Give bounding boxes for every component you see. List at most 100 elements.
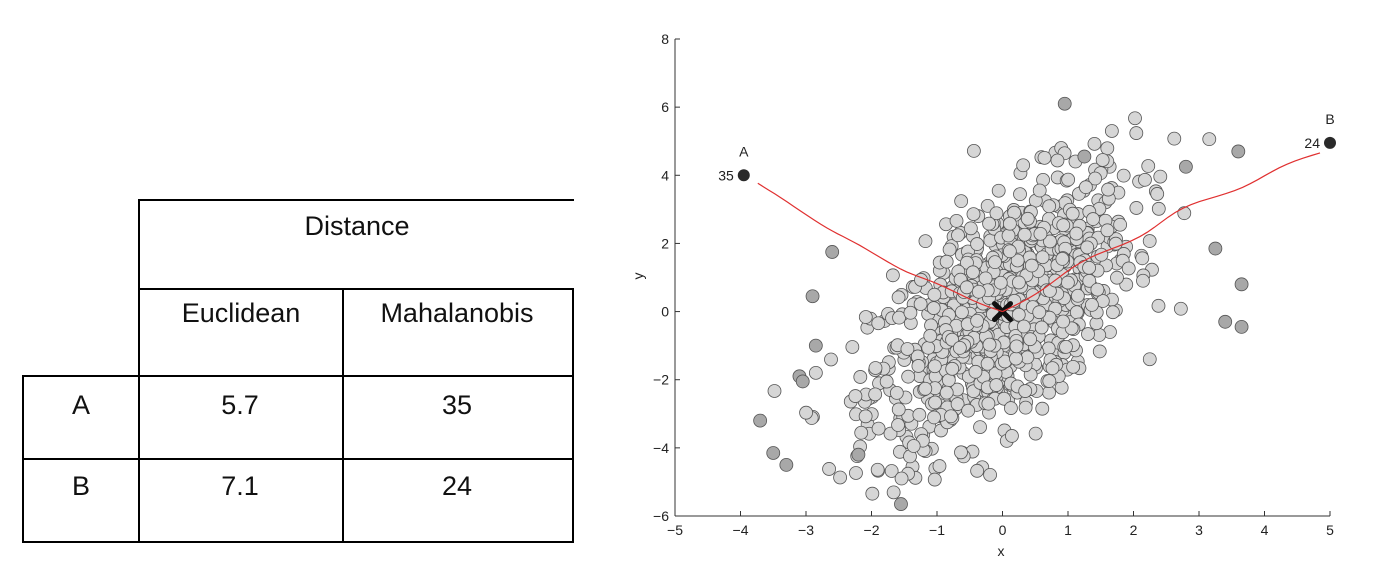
data-point [865, 486, 880, 501]
labeled-point-b [1324, 136, 1336, 149]
data-point [927, 287, 942, 302]
data-point [1080, 240, 1095, 255]
outlier-point [1208, 241, 1223, 256]
x-tick-label: −5 [667, 522, 683, 538]
row-b-label: B [71, 471, 90, 501]
data-point [1042, 385, 1056, 400]
data-point [1113, 217, 1128, 232]
point-value-label: 24 [1304, 135, 1320, 151]
data-point [879, 374, 894, 389]
data-point [951, 228, 965, 243]
data-point [963, 221, 978, 236]
data-point [1004, 401, 1018, 415]
data-point [997, 391, 1011, 406]
data-point [954, 445, 968, 460]
data-point [1001, 228, 1016, 243]
data-point [1024, 258, 1039, 273]
data-point [1028, 426, 1043, 441]
data-point [1128, 111, 1142, 126]
data-point [970, 313, 985, 328]
data-point [1095, 153, 1110, 167]
data-point [1035, 250, 1050, 265]
table-cell: 5.7 [138, 375, 344, 460]
table-cell: 24 [342, 458, 574, 543]
y-tick-label: −4 [653, 440, 669, 456]
data-point [1009, 351, 1023, 366]
data-point [891, 290, 906, 305]
data-point [1042, 374, 1057, 388]
x-tick-label: −2 [864, 522, 880, 538]
table-row-label: B [22, 458, 140, 543]
outlier-point [766, 446, 781, 460]
data-point [1085, 297, 1099, 312]
y-tick-label: 4 [661, 167, 669, 183]
data-point [978, 271, 993, 286]
row-b-mahalanobis: 24 [441, 471, 473, 501]
data-point [1151, 201, 1166, 216]
data-point [980, 356, 995, 371]
data-point [971, 284, 986, 299]
data-point [945, 361, 960, 376]
data-point [1066, 359, 1081, 374]
data-point [1042, 199, 1057, 214]
data-point [913, 297, 928, 311]
data-point [927, 472, 942, 487]
paths-layer: A 35 B 24 [718, 111, 1336, 323]
data-point [1054, 380, 1069, 395]
data-point [1070, 288, 1085, 303]
data-point [1050, 153, 1065, 168]
data-point [824, 352, 838, 367]
data-point [944, 409, 958, 424]
data-point [868, 387, 883, 402]
data-point [1032, 183, 1047, 198]
data-point [939, 254, 954, 269]
data-point [983, 467, 997, 482]
outlier-point [1231, 144, 1246, 159]
data-point [833, 470, 848, 485]
data-point [1009, 339, 1024, 354]
data-point [1088, 171, 1103, 186]
data-point [1135, 251, 1150, 266]
distance-group-header: Distance [138, 199, 574, 288]
data-point [1065, 206, 1080, 221]
data-point [906, 439, 921, 453]
data-point [858, 310, 873, 324]
table-row-label: A [22, 375, 140, 460]
column-header-mahalanobis: Mahalanobis [342, 288, 574, 377]
data-point [921, 340, 936, 355]
data-point [1056, 314, 1071, 329]
data-point [981, 396, 996, 411]
data-point [1034, 320, 1049, 335]
data-point [1041, 341, 1056, 356]
data-point [871, 316, 886, 331]
data-point [1017, 227, 1032, 242]
data-point [966, 265, 980, 280]
data-point [767, 384, 782, 398]
data-point [911, 359, 926, 373]
data-point [1138, 172, 1152, 187]
y-tick-label: 2 [661, 235, 669, 251]
data-point [939, 385, 954, 400]
data-point [1141, 159, 1156, 173]
data-point [1081, 327, 1095, 341]
data-point [968, 364, 983, 379]
data-point [1002, 244, 1017, 259]
data-point [1018, 400, 1033, 415]
data-point [942, 242, 957, 257]
data-point [989, 206, 1004, 221]
data-point [903, 305, 918, 320]
labeled-point-a [737, 169, 750, 182]
outlier-point [1218, 314, 1233, 329]
x-tick-label: 0 [999, 522, 1007, 538]
y-tick-label: −6 [653, 508, 669, 524]
data-point [1059, 339, 1073, 354]
x-tick-label: 4 [1261, 522, 1269, 538]
data-point [1104, 124, 1119, 138]
x-tick-label: 2 [1130, 522, 1138, 538]
data-point [952, 340, 967, 355]
data-point [901, 369, 916, 384]
outlier-point [808, 338, 823, 353]
data-point [808, 365, 823, 380]
data-point [891, 418, 905, 432]
data-point [1037, 150, 1052, 165]
